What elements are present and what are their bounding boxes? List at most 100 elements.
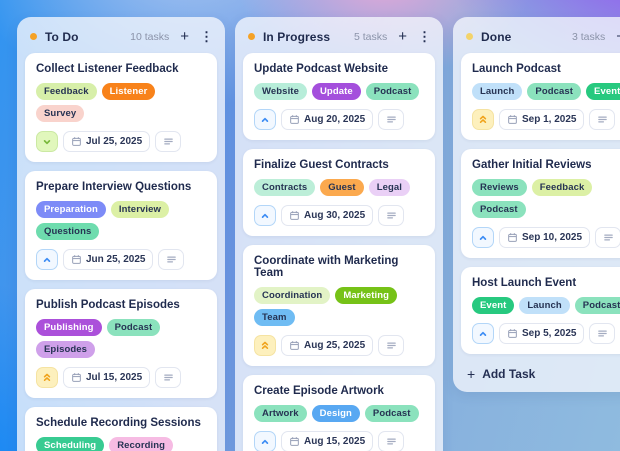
card-footer: Aug 20, 2025 bbox=[254, 109, 424, 130]
task-tag: Team bbox=[254, 309, 295, 326]
task-card[interactable]: Coordinate with Marketing Team Coordinati… bbox=[243, 245, 435, 366]
notes-button[interactable] bbox=[595, 227, 620, 248]
notes-button[interactable] bbox=[155, 367, 182, 388]
task-card[interactable]: Gather Initial Reviews Reviews Feedback Pod… bbox=[461, 149, 620, 258]
add-card-button[interactable]: + bbox=[398, 28, 407, 45]
task-tag: Coordination bbox=[254, 287, 331, 304]
priority-medium-button[interactable] bbox=[254, 109, 276, 130]
task-card[interactable]: Finalize Guest Contracts Contracts Guest Le… bbox=[243, 149, 435, 236]
task-card[interactable]: Collect Listener Feedback Feedback Listene… bbox=[25, 53, 217, 162]
chevron-up-icon bbox=[478, 329, 488, 339]
due-date-button[interactable]: Aug 30, 2025 bbox=[281, 205, 374, 226]
priority-high-button[interactable] bbox=[36, 367, 58, 388]
add-task-button[interactable]: + Add Task bbox=[461, 365, 541, 384]
priority-medium-button[interactable] bbox=[472, 227, 494, 248]
due-date-button[interactable]: Jul 25, 2025 bbox=[63, 131, 151, 152]
notes-button[interactable] bbox=[158, 249, 185, 270]
priority-medium-button[interactable] bbox=[254, 431, 276, 451]
task-card[interactable]: Prepare Interview Questions Preparation In… bbox=[25, 171, 217, 280]
card-footer: Aug 30, 2025 bbox=[254, 205, 424, 226]
task-tag: Podcast bbox=[364, 405, 419, 422]
task-card[interactable]: Publish Podcast Episodes Publishing Podcas… bbox=[25, 289, 217, 398]
task-tag: Podcast bbox=[472, 201, 526, 218]
due-date-text: Aug 30, 2025 bbox=[304, 210, 366, 221]
due-date-button[interactable]: Jun 25, 2025 bbox=[63, 249, 154, 270]
double-chevron-up-icon bbox=[42, 372, 52, 383]
calendar-icon bbox=[289, 340, 300, 351]
priority-medium-button[interactable] bbox=[254, 205, 276, 226]
card-footer: Aug 15, 2025 bbox=[254, 431, 424, 451]
due-date-button[interactable]: Aug 25, 2025 bbox=[281, 335, 374, 356]
task-tag: Scheduling bbox=[36, 437, 105, 451]
column-in-progress: In Progress 5 tasks + ⋮ Update Podcast Websi… bbox=[235, 17, 443, 451]
notes-lines-icon bbox=[386, 340, 397, 351]
card-footer: Jul 25, 2025 bbox=[36, 131, 206, 152]
column-task-count: 10 tasks bbox=[130, 30, 170, 43]
column-title: Done bbox=[481, 29, 512, 44]
tag-list: Launch Podcast Event bbox=[472, 83, 620, 100]
due-date-button[interactable]: Sep 5, 2025 bbox=[499, 323, 585, 344]
card-footer: Aug 25, 2025 bbox=[254, 335, 424, 356]
task-title: Gather Initial Reviews bbox=[472, 159, 592, 171]
tag-list: SchedulingRecordingSession bbox=[36, 437, 206, 451]
task-tag: Design bbox=[311, 405, 360, 422]
due-date-button[interactable]: Aug 20, 2025 bbox=[281, 109, 374, 130]
due-date-text: Sep 10, 2025 bbox=[522, 232, 583, 243]
column-menu-button[interactable]: ⋮ bbox=[418, 29, 431, 44]
task-card[interactable]: Update Podcast Website Website Update Podca… bbox=[243, 53, 435, 140]
notes-lines-icon bbox=[386, 436, 397, 447]
due-date-button[interactable]: Sep 10, 2025 bbox=[499, 227, 591, 248]
priority-medium-button[interactable] bbox=[472, 323, 494, 344]
notes-button[interactable] bbox=[378, 335, 405, 356]
add-task-label: Add Task bbox=[482, 367, 536, 381]
add-card-button[interactable]: + bbox=[616, 29, 620, 44]
notes-button[interactable] bbox=[589, 109, 616, 130]
task-tag: Podcast bbox=[106, 319, 161, 336]
task-tag: Episodes bbox=[36, 341, 96, 358]
task-tag: Questions bbox=[36, 223, 100, 240]
notes-button[interactable] bbox=[378, 431, 405, 451]
task-card[interactable]: Launch Podcast Launch Podcast Event Sep 1, 2… bbox=[461, 53, 620, 140]
priority-low-button[interactable] bbox=[36, 131, 58, 152]
due-date-button[interactable]: Sep 1, 2025 bbox=[499, 109, 585, 130]
notes-button[interactable] bbox=[589, 323, 616, 344]
task-tag: Listener bbox=[101, 83, 156, 100]
chevron-up-icon bbox=[478, 233, 488, 243]
priority-medium-button[interactable] bbox=[36, 249, 58, 270]
priority-high-button[interactable] bbox=[472, 109, 494, 130]
column-menu-button[interactable]: ⋮ bbox=[200, 29, 213, 44]
tag-list: Preparation Interview Questions bbox=[36, 201, 206, 240]
due-date-button[interactable]: Jul 15, 2025 bbox=[63, 367, 151, 388]
tag-list: Contracts Guest Legal bbox=[254, 179, 424, 196]
notes-button[interactable] bbox=[155, 131, 182, 152]
notes-lines-icon bbox=[166, 254, 177, 265]
due-date-button[interactable]: Aug 15, 2025 bbox=[281, 431, 374, 451]
calendar-icon bbox=[71, 136, 82, 147]
tag-list: Artwork Design Podcast bbox=[254, 405, 424, 422]
task-title: Prepare Interview Questions bbox=[36, 181, 192, 193]
task-card[interactable]: Create Episode Artwork Artwork Design Podca… bbox=[243, 375, 435, 451]
notes-button[interactable] bbox=[378, 109, 405, 130]
task-tag: Launch bbox=[519, 297, 570, 314]
column-header: In Progress 5 tasks + ⋮ bbox=[243, 25, 435, 53]
task-title: Collect Listener Feedback bbox=[36, 63, 179, 75]
notes-lines-icon bbox=[597, 114, 608, 125]
priority-high-button[interactable] bbox=[254, 335, 276, 356]
task-title: Create Episode Artwork bbox=[254, 385, 384, 397]
task-tag: Legal bbox=[368, 179, 410, 196]
chevron-up-icon bbox=[260, 211, 270, 221]
card-footer: Jul 15, 2025 bbox=[36, 367, 206, 388]
notes-button[interactable] bbox=[378, 205, 405, 226]
task-card[interactable]: Schedule Recording Sessions Scheduling Rec… bbox=[25, 407, 217, 451]
calendar-icon bbox=[71, 254, 82, 265]
card-footer: Sep 5, 2025 bbox=[472, 323, 620, 344]
board: To Do 10 tasks + ⋮ Collect Listener Feedback… bbox=[17, 17, 620, 451]
task-card[interactable]: Host Launch Event Event Launch Podcast Sep 5… bbox=[461, 267, 620, 354]
due-date-text: Aug 20, 2025 bbox=[304, 114, 366, 125]
add-card-button[interactable]: + bbox=[180, 28, 189, 45]
due-date-text: Jun 25, 2025 bbox=[86, 254, 146, 265]
task-tag: Guest bbox=[320, 179, 364, 196]
task-tag: Event bbox=[586, 83, 620, 100]
